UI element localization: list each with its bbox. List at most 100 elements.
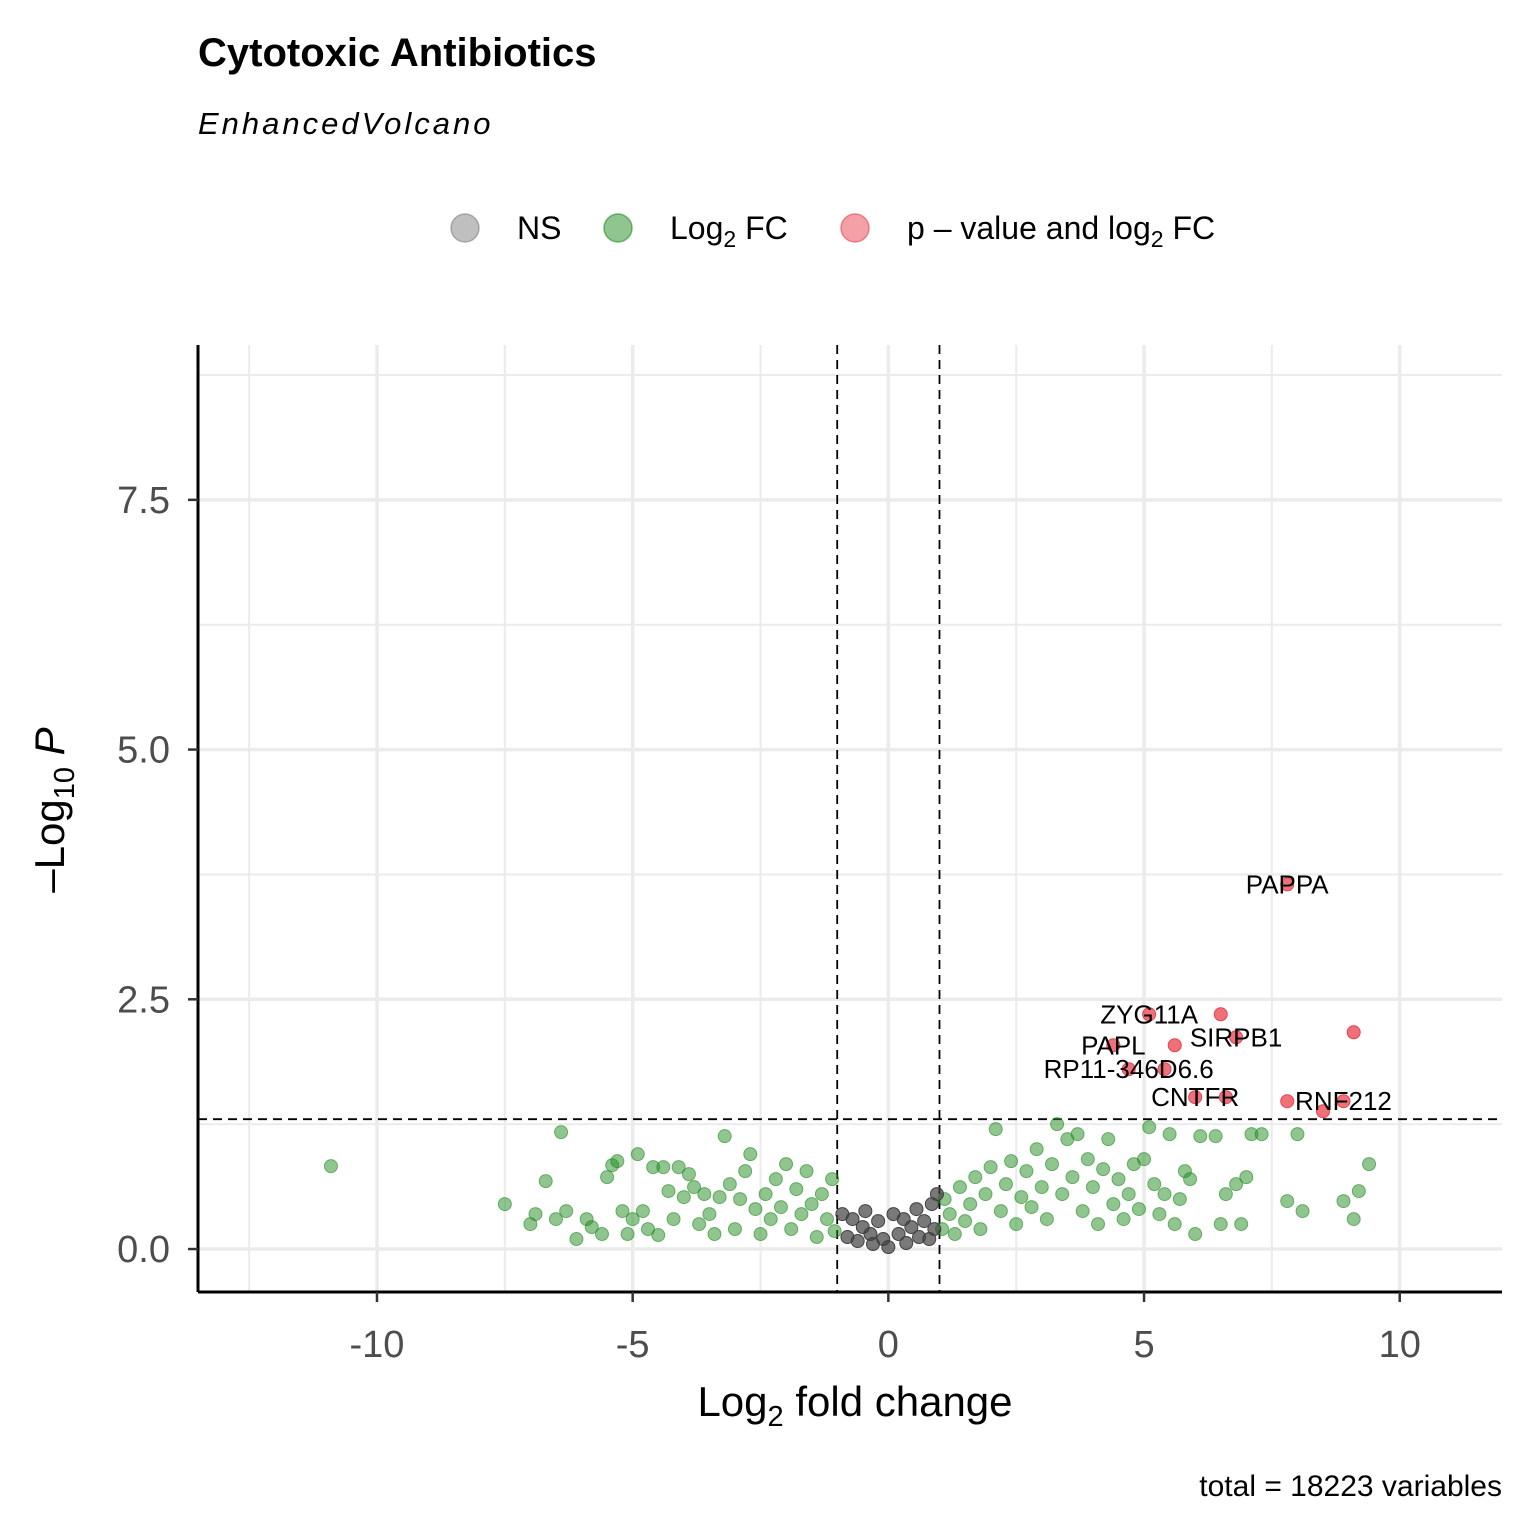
fc-point <box>1044 1157 1059 1172</box>
data-points <box>323 877 1377 1255</box>
fc-point <box>1239 1170 1254 1185</box>
fc-point <box>1106 1197 1121 1212</box>
x-tick-label: -5 <box>616 1324 650 1366</box>
significant-point <box>1188 1090 1203 1105</box>
fc-point <box>968 1170 983 1185</box>
grid <box>198 345 1502 1292</box>
fc-point <box>1024 1200 1039 1215</box>
fc-point <box>1351 1184 1366 1199</box>
significant-point <box>1121 1062 1136 1077</box>
fc-point <box>1065 1170 1080 1185</box>
fc-point <box>1131 1202 1146 1217</box>
fc-point <box>722 1177 737 1192</box>
fc-point <box>1218 1187 1233 1202</box>
gene-label: PAPL <box>1081 1030 1146 1060</box>
fc-point <box>630 1147 645 1162</box>
fc-point <box>497 1197 512 1212</box>
fc-point <box>993 1204 1008 1219</box>
fc-point <box>973 1222 988 1237</box>
fc-point <box>323 1159 338 1174</box>
gene-label: CNTFR <box>1151 1082 1239 1112</box>
ns-point <box>845 1212 860 1227</box>
fc-point <box>809 1230 824 1245</box>
fc-point <box>1229 1177 1244 1192</box>
x-tick-label: 10 <box>1379 1324 1421 1366</box>
ns-point <box>850 1234 865 1249</box>
significant-point <box>1336 1094 1351 1109</box>
fc-point <box>584 1220 599 1235</box>
ns-point <box>909 1202 924 1217</box>
ns-point <box>927 1222 942 1237</box>
fc-point <box>1213 1217 1228 1232</box>
significant-point <box>1280 877 1295 892</box>
fc-point <box>789 1182 804 1197</box>
gene-label: SIRPB1 <box>1190 1022 1283 1052</box>
cutoff-lines <box>198 345 1502 1292</box>
fc-point <box>988 1122 1003 1137</box>
significant-point <box>1218 1090 1233 1105</box>
significant-point <box>1316 1104 1331 1119</box>
fc-point <box>1362 1157 1377 1172</box>
fc-point <box>1234 1217 1249 1232</box>
fc-point <box>773 1200 788 1215</box>
x-tick-label: -10 <box>350 1324 405 1366</box>
fc-point <box>635 1204 650 1219</box>
ns-point <box>891 1227 906 1242</box>
fc-point <box>594 1227 609 1242</box>
fc-point <box>1157 1187 1172 1202</box>
significant-point <box>1167 1038 1182 1053</box>
fc-point <box>1121 1187 1136 1202</box>
fc-point <box>702 1207 717 1222</box>
fc-point <box>814 1187 829 1202</box>
fc-point <box>671 1160 686 1175</box>
fc-point <box>743 1147 758 1162</box>
ns-point <box>917 1214 932 1229</box>
fc-point <box>963 1197 978 1212</box>
fc-point <box>1116 1212 1131 1227</box>
fc-point <box>1050 1117 1065 1132</box>
fc-point <box>1172 1192 1187 1207</box>
fc-point <box>697 1187 712 1202</box>
fc-point <box>687 1180 702 1195</box>
fc-point <box>1091 1217 1106 1232</box>
significant-point <box>1280 1094 1295 1109</box>
fc-point <box>1014 1190 1029 1205</box>
significant-point <box>1142 1007 1157 1022</box>
fc-point <box>625 1212 640 1227</box>
fc-point <box>1346 1212 1361 1227</box>
legend-label-fc: Log2 FC <box>670 210 788 252</box>
fc-point <box>538 1174 553 1189</box>
fc-point <box>676 1190 691 1205</box>
legend-marker-fc <box>603 213 633 243</box>
fc-point <box>768 1172 783 1187</box>
fc-point <box>717 1129 732 1144</box>
gene-label: ZYG11A <box>1100 999 1198 1029</box>
fc-point <box>1193 1129 1208 1144</box>
chart-subtitle: EnhancedVolcano <box>198 106 494 141</box>
fc-point <box>1167 1217 1182 1232</box>
fc-point <box>1055 1187 1070 1202</box>
legend-label-ns: NS <box>517 210 561 246</box>
fc-point <box>656 1160 671 1175</box>
fc-point <box>799 1164 814 1179</box>
fc-point <box>1208 1129 1223 1144</box>
fc-point <box>600 1170 615 1185</box>
fc-point <box>779 1157 794 1172</box>
fc-point <box>1009 1217 1024 1232</box>
fc-point <box>615 1204 630 1219</box>
y-axis-title: –Log10 P <box>26 727 81 892</box>
fc-point <box>1085 1180 1100 1195</box>
fc-point <box>983 1160 998 1175</box>
fc-point <box>763 1212 778 1227</box>
fc-point <box>794 1207 809 1222</box>
fc-point <box>610 1154 625 1169</box>
fc-point <box>1295 1204 1310 1219</box>
fc-point <box>998 1177 1013 1192</box>
fc-point <box>1147 1177 1162 1192</box>
ns-point <box>858 1204 873 1219</box>
fc-point <box>825 1172 840 1187</box>
x-tick-label: 5 <box>1133 1324 1154 1366</box>
fc-point <box>1070 1127 1085 1142</box>
fc-point <box>804 1197 819 1212</box>
